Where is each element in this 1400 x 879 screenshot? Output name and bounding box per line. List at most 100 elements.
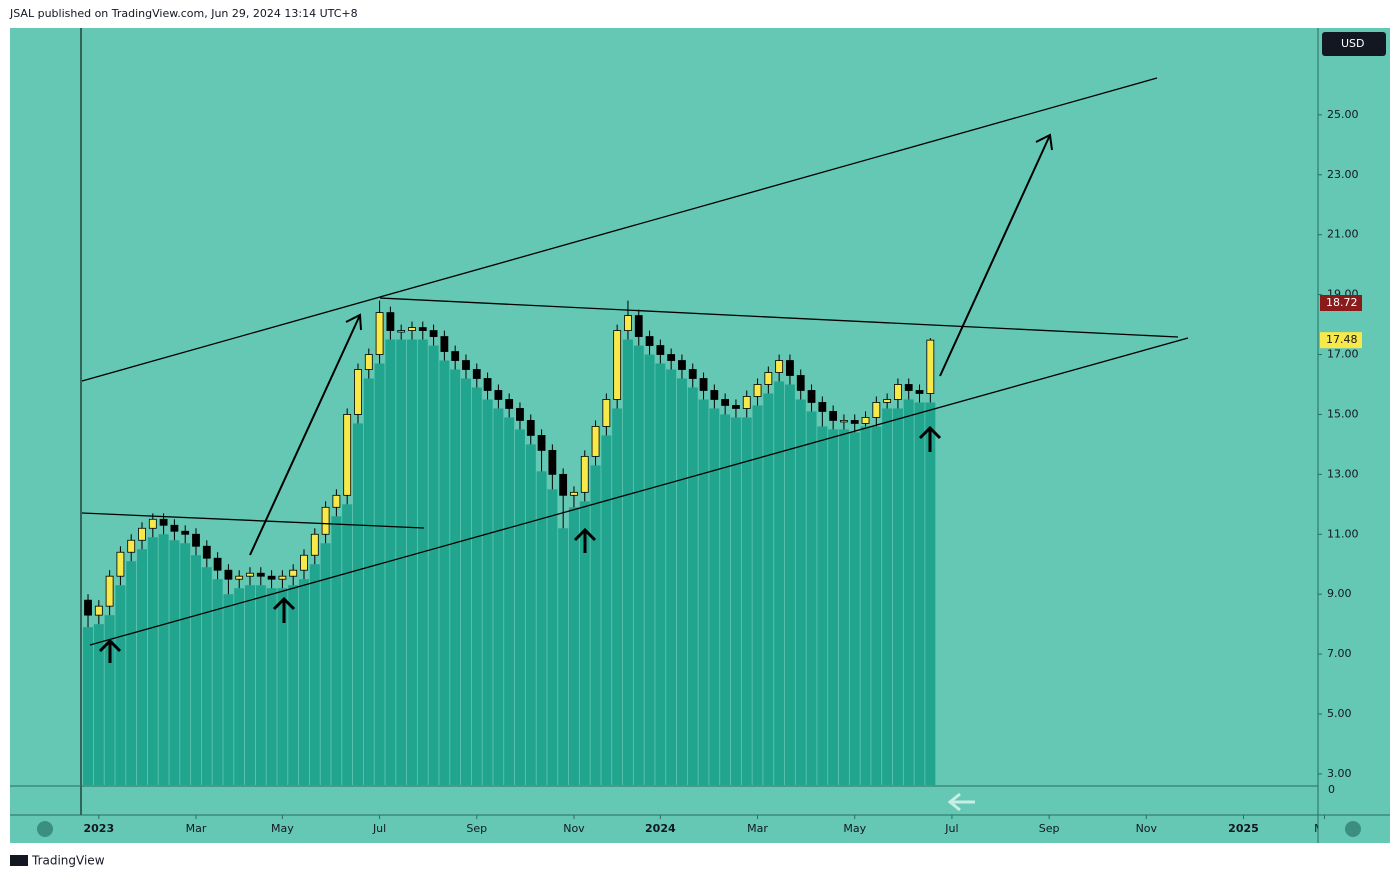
candle-body xyxy=(235,575,244,580)
y-tick-label: 15.00 xyxy=(1327,407,1359,420)
brand-name: TradingView xyxy=(31,854,105,868)
close-column xyxy=(298,579,309,785)
scroll-to-latest-icon[interactable] xyxy=(947,792,975,812)
close-column xyxy=(741,417,752,785)
close-column xyxy=(126,561,137,785)
candle-body xyxy=(624,315,632,331)
candle-body xyxy=(267,575,276,580)
candle-body xyxy=(753,384,762,397)
x-tick-label: Nov xyxy=(563,822,585,835)
candle-body xyxy=(570,491,578,496)
candle-body xyxy=(300,554,308,571)
up-arrow xyxy=(272,596,296,623)
candle-body xyxy=(451,351,460,361)
close-column xyxy=(482,399,493,785)
close-column xyxy=(666,369,677,785)
x-tick-label: May xyxy=(271,822,294,835)
x-tick-label: Mar xyxy=(186,822,207,835)
scroll-right-button[interactable] xyxy=(1345,821,1361,837)
close-column xyxy=(234,588,245,785)
candle-body xyxy=(386,312,395,331)
close-column xyxy=(331,516,342,785)
close-column xyxy=(245,585,256,785)
scroll-left-button[interactable] xyxy=(37,821,53,837)
candle-body xyxy=(710,390,719,400)
close-column xyxy=(601,435,612,785)
candle-body xyxy=(926,339,935,394)
candle-body xyxy=(915,390,924,394)
close-column xyxy=(633,345,644,785)
candle-body xyxy=(192,533,200,547)
last-price-box xyxy=(1320,332,1362,349)
candle-body xyxy=(548,449,557,475)
close-column xyxy=(255,585,266,785)
candle-body xyxy=(688,369,697,379)
candle-body xyxy=(742,396,751,409)
candle-body xyxy=(408,327,416,331)
candle-body xyxy=(397,330,406,333)
close-column xyxy=(191,555,202,785)
close-column xyxy=(93,624,104,785)
candle-body xyxy=(148,518,157,529)
y-tick-label: 13.00 xyxy=(1327,467,1359,480)
close-column xyxy=(655,363,666,785)
close-column xyxy=(763,393,774,785)
candle-body xyxy=(246,572,254,577)
x-tick-label: 2023 xyxy=(84,822,115,835)
close-column xyxy=(471,387,482,785)
y-tick-label: 7.00 xyxy=(1327,647,1352,660)
drawings xyxy=(81,77,1189,646)
close-column xyxy=(158,534,169,785)
candle-body xyxy=(850,420,859,424)
close-column xyxy=(450,369,461,785)
close-column xyxy=(115,585,126,785)
arrow xyxy=(939,133,1053,377)
close-column xyxy=(644,354,655,785)
close-column xyxy=(687,387,698,785)
candle-body xyxy=(667,354,676,361)
close-column xyxy=(201,567,212,785)
candle-body xyxy=(904,384,913,391)
close-column xyxy=(212,579,223,785)
candle-body xyxy=(159,518,168,526)
candle-body xyxy=(775,360,784,373)
currency-label: USD xyxy=(1341,37,1365,50)
close-column xyxy=(709,408,720,785)
candle-body xyxy=(170,524,179,532)
candle-body xyxy=(580,455,589,493)
y-tick-label: 9.00 xyxy=(1327,587,1352,600)
currency-button[interactable] xyxy=(1322,32,1386,56)
close-column xyxy=(676,378,687,785)
close-column xyxy=(104,615,115,785)
close-column xyxy=(892,408,903,785)
x-tick-label: Sep xyxy=(466,822,487,835)
candle-body xyxy=(764,372,773,385)
close-column xyxy=(460,378,471,785)
close-column xyxy=(568,507,579,785)
candle-body xyxy=(202,545,211,559)
close-column xyxy=(730,417,741,785)
candle-body xyxy=(807,390,816,403)
candle-body xyxy=(829,411,838,421)
candle-body xyxy=(429,330,438,337)
candle-body xyxy=(721,399,730,406)
close-column xyxy=(439,360,450,785)
y-tick-label: 11.00 xyxy=(1327,527,1359,540)
close-column xyxy=(342,504,353,785)
candle-body xyxy=(224,569,233,580)
candle-body xyxy=(364,354,373,370)
candle-body xyxy=(483,378,492,391)
candle-body xyxy=(138,527,146,541)
trend-line xyxy=(81,512,425,529)
brand-logo xyxy=(10,855,28,866)
close-column xyxy=(849,432,860,785)
candle-body xyxy=(321,506,330,535)
candle-body xyxy=(894,384,902,400)
candle-body xyxy=(127,539,136,553)
candle-body xyxy=(289,569,298,577)
indicator-axis-label: 0 xyxy=(1328,783,1335,796)
close-column xyxy=(137,549,148,785)
candle-body xyxy=(516,408,524,421)
